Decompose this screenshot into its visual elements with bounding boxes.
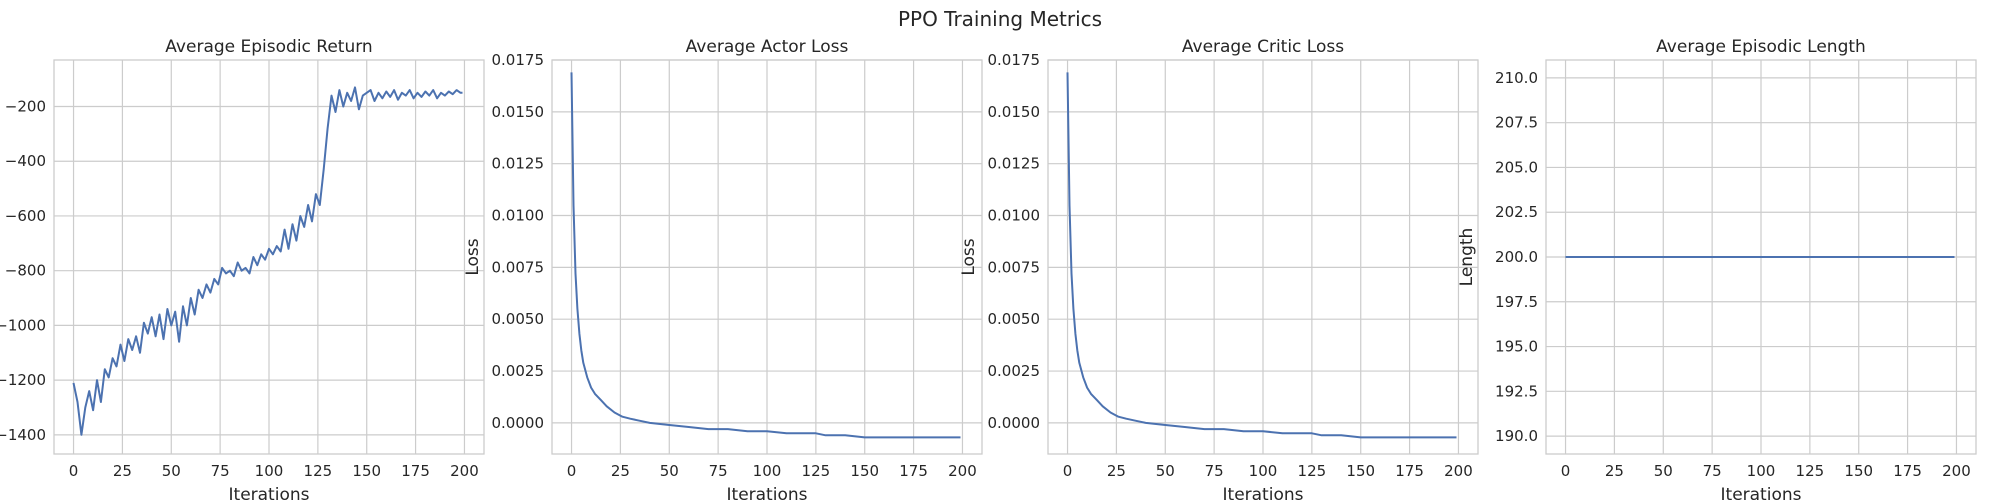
y-tick-label: 197.5	[1495, 293, 1538, 311]
y-axis-label: Loss	[959, 238, 979, 275]
x-axis-label: Iterations	[1721, 485, 1802, 500]
x-axis-label: Iterations	[229, 485, 310, 500]
subplot-title: Average Episodic Length	[1656, 37, 1866, 57]
subplot-title: Average Episodic Return	[165, 37, 372, 57]
x-tick-label: 0	[1063, 462, 1073, 480]
x-tick-label: 150	[1844, 462, 1873, 480]
x-tick-label: 175	[401, 462, 430, 480]
y-tick-label: 0.0075	[988, 258, 1041, 276]
y-tick-label: 205.0	[1495, 158, 1538, 176]
y-tick-label: 200.0	[1495, 248, 1538, 266]
y-tick-label: 195.0	[1495, 338, 1538, 356]
x-tick-label: 50	[1156, 462, 1175, 480]
x-tick-label: 0	[567, 462, 577, 480]
y-tick-label: −1200	[0, 371, 46, 389]
x-tick-label: 25	[113, 462, 132, 480]
x-tick-label: 75	[211, 462, 230, 480]
x-tick-label: 50	[1654, 462, 1673, 480]
x-tick-label: 150	[850, 462, 879, 480]
x-tick-label: 200	[450, 462, 479, 480]
x-tick-label: 0	[1561, 462, 1571, 480]
x-tick-label: 125	[1298, 462, 1327, 480]
x-tick-label: 75	[1205, 462, 1224, 480]
plot-frame	[1545, 59, 1977, 455]
subplot-title: Average Critic Loss	[1182, 37, 1344, 57]
x-tick-label: 100	[1249, 462, 1278, 480]
x-tick-label: 125	[802, 462, 831, 480]
plot-frame	[53, 59, 485, 455]
x-tick-label: 200	[1444, 462, 1473, 480]
subplot-title: Average Actor Loss	[686, 37, 849, 57]
y-tick-label: 0.0150	[492, 103, 545, 121]
x-tick-label: 200	[1942, 462, 1971, 480]
x-tick-label: 50	[660, 462, 679, 480]
y-tick-label: 0.0000	[988, 414, 1041, 432]
y-axis-label: Length	[1457, 228, 1477, 287]
x-tick-label: 25	[1107, 462, 1126, 480]
figure-title: PPO Training Metrics	[898, 7, 1102, 31]
y-tick-label: −200	[5, 98, 46, 116]
y-tick-label: −1400	[0, 426, 46, 444]
x-axis-label: Iterations	[727, 485, 808, 500]
x-tick-label: 125	[304, 462, 333, 480]
y-tick-label: 210.0	[1495, 69, 1538, 87]
x-tick-label: 125	[1796, 462, 1825, 480]
series-line	[570, 72, 961, 439]
y-tick-label: 0.0100	[988, 207, 1041, 225]
y-tick-label: 192.5	[1495, 382, 1538, 400]
x-tick-label: 100	[255, 462, 284, 480]
x-tick-label: 25	[1605, 462, 1624, 480]
y-tick-label: 0.0050	[492, 310, 545, 328]
y-tick-label: 0.0025	[492, 362, 545, 380]
subplot-3: 0 25 50 75 100 125 150 175 200 0.0000 0.0025 0.0050…	[959, 37, 1479, 504]
y-tick-label: −800	[5, 262, 46, 280]
subplot-1: 0 25 50 75 100 125 150 175 200 −1400 −1200 −1000 −80…	[0, 37, 485, 504]
y-tick-label: 0.0125	[988, 155, 1041, 173]
x-tick-label: 150	[352, 462, 381, 480]
x-tick-label: 0	[69, 462, 79, 480]
x-tick-label: 75	[1703, 462, 1722, 480]
y-axis-label: Loss	[463, 238, 483, 275]
y-tick-label: 207.5	[1495, 114, 1538, 132]
y-tick-label: 0.0075	[492, 258, 545, 276]
x-tick-label: 25	[611, 462, 630, 480]
y-tick-label: 0.0150	[988, 103, 1041, 121]
y-tick-label: −600	[5, 207, 46, 225]
y-tick-label: 0.0175	[492, 51, 545, 69]
x-tick-label: 150	[1346, 462, 1375, 480]
subplot-2: 0 25 50 75 100 125 150 175 200 0.0000 0.0025 0.0050…	[463, 37, 983, 504]
y-tick-label: −1000	[0, 316, 46, 334]
plot-frame	[1047, 59, 1479, 455]
x-tick-label: 175	[1893, 462, 1922, 480]
y-tick-label: 0.0050	[988, 310, 1041, 328]
series-line	[72, 86, 463, 436]
y-tick-label: −400	[5, 152, 46, 170]
x-tick-label: 100	[1747, 462, 1776, 480]
subplot-4: 0 25 50 75 100 125 150 175 200 190.0 192.5 195.0 197…	[1457, 37, 1977, 504]
plot-frame	[551, 59, 983, 455]
x-axis-label: Iterations	[1223, 485, 1304, 500]
y-tick-label: 0.0125	[492, 155, 545, 173]
x-tick-label: 175	[899, 462, 928, 480]
x-tick-label: 75	[709, 462, 728, 480]
y-tick-label: 0.0000	[492, 414, 545, 432]
x-tick-label: 200	[948, 462, 977, 480]
x-tick-label: 50	[162, 462, 181, 480]
x-tick-label: 175	[1395, 462, 1424, 480]
y-tick-label: 190.0	[1495, 427, 1538, 445]
y-tick-label: 202.5	[1495, 203, 1538, 221]
series-line	[1066, 72, 1457, 439]
y-tick-label: 0.0175	[988, 51, 1041, 69]
y-tick-label: 0.0100	[492, 207, 545, 225]
x-tick-label: 100	[753, 462, 782, 480]
y-tick-label: 0.0025	[988, 362, 1041, 380]
